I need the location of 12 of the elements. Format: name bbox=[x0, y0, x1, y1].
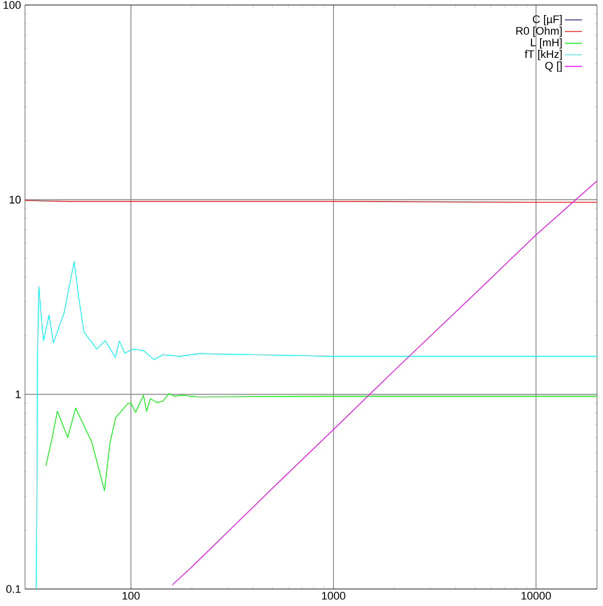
y-tick-label: 100 bbox=[4, 1, 21, 9]
y-tick-label: 0.1 bbox=[6, 585, 21, 593]
legend-label: R0 [Ohm] bbox=[516, 26, 562, 37]
legend-label: L [mH] bbox=[530, 38, 562, 49]
y-tick-label: 1 bbox=[16, 390, 21, 398]
x-tick-label: 100 bbox=[122, 592, 140, 600]
y-tick-label: 10 bbox=[10, 196, 21, 204]
legend-label: fT [kHz] bbox=[524, 50, 562, 60]
legend-label: Q [] bbox=[545, 62, 562, 72]
legend-label: C [µF] bbox=[532, 15, 562, 26]
x-tick-label: 10000 bbox=[522, 592, 551, 600]
x-tick-label: 1000 bbox=[322, 592, 346, 600]
